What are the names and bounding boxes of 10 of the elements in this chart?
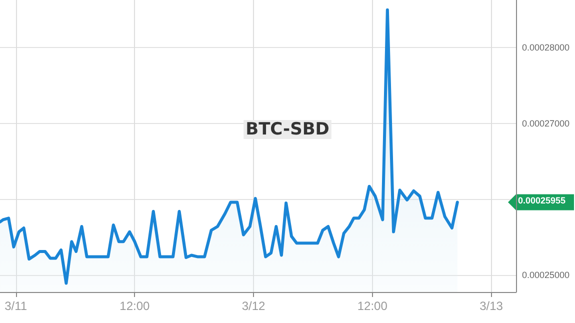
text: 0.00025955 [518, 196, 566, 206]
y-tick-label: 0.00025000 [522, 270, 570, 280]
y-tick-label: 0.00027000 [522, 118, 570, 128]
x-tick-label: 12:00 [357, 299, 388, 313]
y-tick-label: 0.00028000 [522, 42, 570, 53]
x-tick-label: 3/13 [480, 299, 504, 313]
x-tick-label: 3/11 [4, 299, 28, 313]
x-tick-label: 12:00 [120, 299, 150, 313]
text: BTC-SBD [246, 120, 330, 140]
x-tick-label: 3/12 [242, 299, 266, 313]
